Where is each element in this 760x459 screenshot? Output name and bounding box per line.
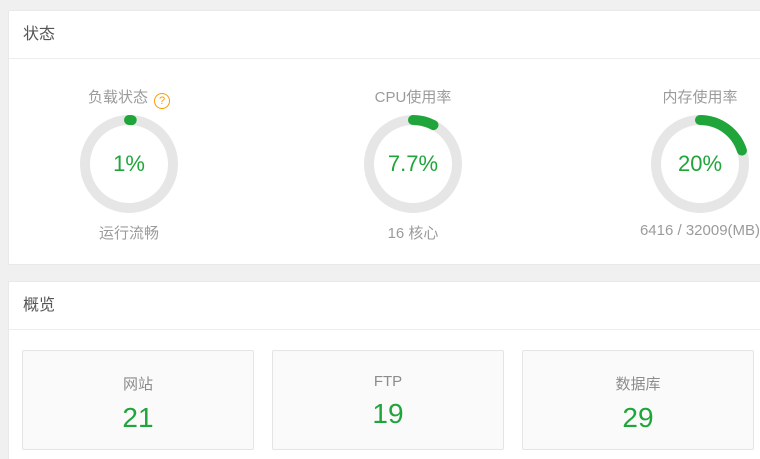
load-gauge-label-text: 负载状态 <box>87 89 148 106</box>
gauge-ring-svg <box>651 115 749 213</box>
card-websites[interactable]: 网站 21 <box>22 350 254 450</box>
memory-gauge-value: 20% <box>677 151 723 176</box>
overview-panel: 概览 网站 21 FTP 19 数据库 29 <box>8 281 760 459</box>
help-icon[interactable]: ? <box>154 93 170 109</box>
load-gauge-ring: 1% <box>79 114 179 214</box>
memory-usage-gauge: 内存使用率 20% 6416 / 32009(MB) <box>600 88 760 239</box>
load-gauge-subtext: 运行流畅 <box>98 225 159 242</box>
load-gauge: 负载状态? 1% 运行流畅 <box>29 88 229 243</box>
card-ftp[interactable]: FTP 19 <box>272 350 504 450</box>
cpu-gauge-label: CPU使用率 <box>374 89 452 106</box>
card-websites-count: 21 <box>122 402 154 433</box>
cpu-gauge-subtext: 16 核心 <box>387 225 439 242</box>
cpu-usage-gauge: CPU使用率 7.7% 16 核心 <box>313 88 513 243</box>
card-websites-label: 网站 <box>122 376 153 393</box>
card-database-label: 数据库 <box>615 376 661 393</box>
card-ftp-label: FTP <box>373 373 403 390</box>
gauge-ring-svg <box>80 115 178 213</box>
memory-gauge-ring: 20% <box>650 114 750 214</box>
overview-section-title: 概览 <box>9 282 760 330</box>
overview-cards-row: 网站 21 FTP 19 数据库 29 <box>9 330 760 450</box>
card-database[interactable]: 数据库 29 <box>522 350 754 450</box>
cpu-gauge-value: 7.7% <box>387 151 439 176</box>
memory-gauge-subtext: 6416 / 32009(MB) <box>639 222 760 239</box>
status-section-title: 状态 <box>9 11 760 59</box>
load-gauge-value: 1% <box>113 151 145 176</box>
status-panel: 状态 负载状态? 1% 运行流畅 CPU使用率 7.7% 16 <box>8 10 760 265</box>
gauge-ring-svg <box>364 115 462 213</box>
memory-gauge-label: 内存使用率 <box>662 89 738 106</box>
load-gauge-label: 负载状态? <box>29 88 229 109</box>
cpu-gauge-ring: 7.7% <box>363 114 463 214</box>
card-database-count: 29 <box>622 402 654 433</box>
card-ftp-count: 19 <box>372 398 404 429</box>
